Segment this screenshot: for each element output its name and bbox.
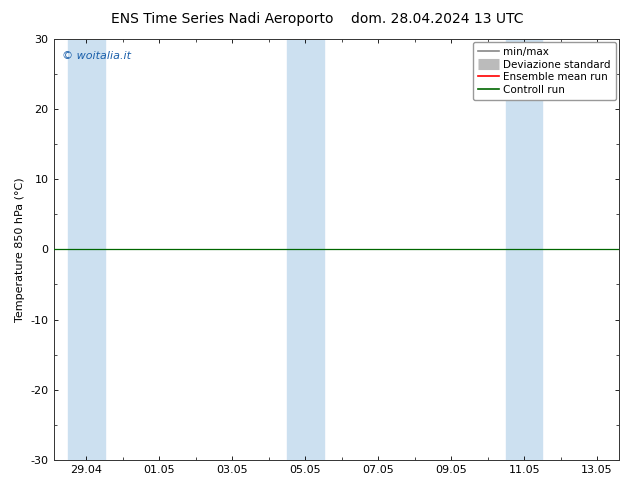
Bar: [287, 39, 323, 460]
Text: ENS Time Series Nadi Aeroporto    dom. 28.04.2024 13 UTC: ENS Time Series Nadi Aeroporto dom. 28.0…: [111, 12, 523, 26]
Text: © woitalia.it: © woitalia.it: [62, 51, 131, 61]
Y-axis label: Temperature 850 hPa (°C): Temperature 850 hPa (°C): [15, 177, 25, 321]
Bar: [68, 39, 105, 460]
Bar: [506, 39, 543, 460]
Legend: min/max, Deviazione standard, Ensemble mean run, Controll run: min/max, Deviazione standard, Ensemble m…: [473, 42, 616, 100]
